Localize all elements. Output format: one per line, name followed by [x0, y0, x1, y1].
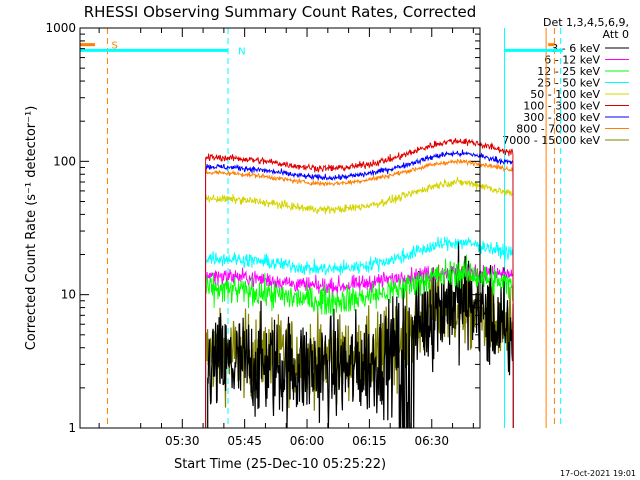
legend-label-25-50-kev: 25 - 50 keV [537, 77, 600, 90]
state-bar-label-n: N [238, 46, 245, 57]
legend-label-7000-15000-kev: 7000 - 15000 keV [502, 134, 600, 147]
x-tick-label: 06:15 [352, 434, 387, 448]
series-line-12-25-kev [205, 254, 514, 429]
chart-title: RHESSI Observing Summary Count Rates, Co… [84, 3, 477, 21]
legend-label-100-300-kev: 100 - 300 keV [523, 100, 600, 113]
x-tick-label: 06:00 [290, 434, 325, 448]
legend-header-line-2: Att 0 [603, 28, 629, 41]
legend-label-800-7000-kev: 800 - 7000 keV [516, 123, 600, 136]
series-line-25-50-kev [205, 236, 514, 429]
y-tick-label: 10 [61, 288, 76, 302]
series-line-800-7000-kev [205, 158, 514, 429]
series-line-100-300-kev [205, 138, 514, 429]
legend-label-3-6-kev: 3 - 6 keV [551, 42, 600, 55]
y-tick-label: 100 [53, 154, 76, 168]
y-axis-label: Corrected Count Rate (s⁻¹ detector⁻¹) [24, 106, 39, 351]
legend-label-12-25-kev: 12 - 25 keV [537, 65, 600, 78]
legend-label-50-100-kev: 50 - 100 keV [530, 88, 600, 101]
plot-frame [79, 27, 481, 429]
legend-header-line-1: Det 1,3,4,5,6,9, [543, 16, 629, 29]
footer-timestamp: 17-Oct-2021 19:01 [560, 469, 636, 478]
legend-label-6-12-kev: 6 - 12 keV [544, 54, 600, 67]
y-tick-label: 1000 [45, 21, 76, 35]
series-line-3-6-kev [207, 241, 514, 429]
state-bar-label-s: S [112, 41, 118, 52]
series-line-50-100-kev [205, 176, 514, 429]
plot-area: S N 1 10 100 1000 05:30 05:45 06:00 06:15 06:30 [45, 21, 563, 448]
y-tick-label: 1 [68, 421, 76, 435]
x-tick-label: 06:30 [414, 434, 449, 448]
x-tick-label: 05:30 [165, 434, 200, 448]
x-axis-label: Start Time (25-Dec-10 05:25:22) [174, 457, 386, 472]
series-line-300-800-kev [205, 149, 514, 429]
legend-label-300-800-kev: 300 - 800 keV [523, 111, 600, 124]
x-tick-label: 05:45 [227, 434, 262, 448]
